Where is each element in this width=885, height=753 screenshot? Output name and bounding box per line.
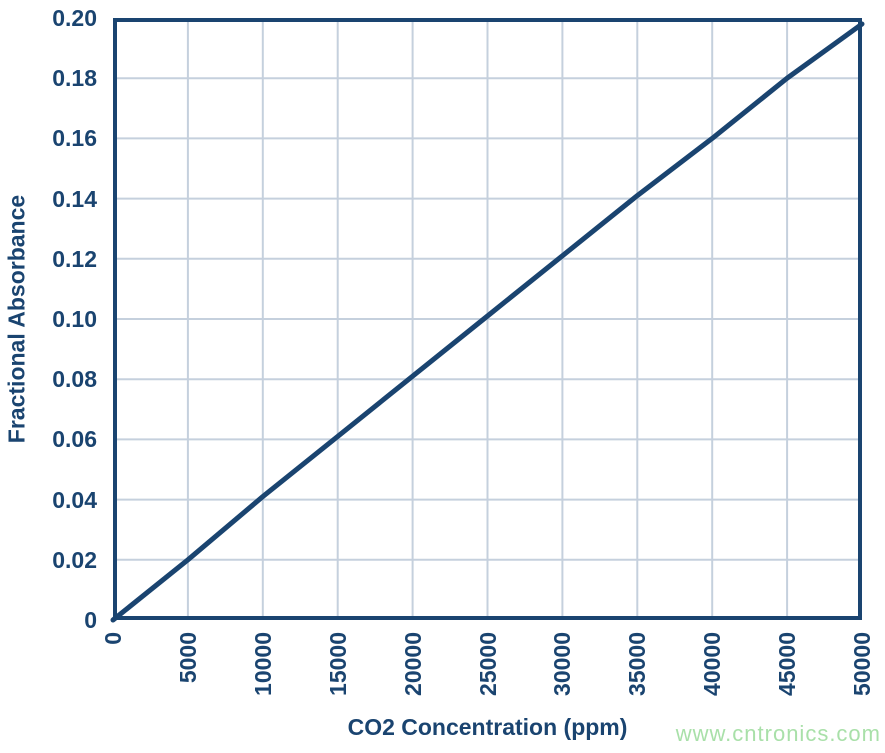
- absorbance-line: [110, 21, 865, 623]
- x-tick-label: 35000: [624, 632, 651, 696]
- y-tick-label: 0: [84, 607, 97, 633]
- y-tick-label: 0.08: [52, 366, 97, 393]
- x-tick-label: 0: [100, 632, 126, 645]
- y-tick-label: 0.12: [52, 245, 97, 272]
- y-tick-label: 0.02: [52, 546, 97, 573]
- x-tick-label: 20000: [399, 632, 426, 696]
- x-tick-label: 5000: [174, 632, 201, 684]
- y-tick-label: 0.16: [52, 125, 97, 152]
- y-tick-label: 0.06: [52, 426, 97, 453]
- y-tick-label: 0.04: [52, 486, 97, 513]
- x-tick-label: 15000: [324, 632, 351, 696]
- y-tick-label: 0.20: [52, 5, 97, 31]
- y-tick-label: 0.18: [52, 65, 97, 92]
- x-tick-label: 10000: [249, 632, 276, 696]
- chart-canvas: [110, 18, 865, 623]
- y-tick-label: 0.14: [52, 185, 97, 212]
- y-tick-label: 0.10: [52, 306, 97, 332]
- x-tick-label: 25000: [474, 632, 501, 696]
- plot-border: [113, 18, 862, 620]
- x-tick-label: 30000: [549, 632, 576, 696]
- watermark: www.cntronics.com: [675, 721, 881, 746]
- x-axis-title: CO2 Concentration (ppm): [347, 714, 628, 740]
- x-tick-label: 40000: [699, 632, 726, 696]
- x-tick-label: 45000: [774, 632, 801, 696]
- x-tick-label: 50000: [849, 632, 875, 696]
- plot-area: [110, 18, 865, 623]
